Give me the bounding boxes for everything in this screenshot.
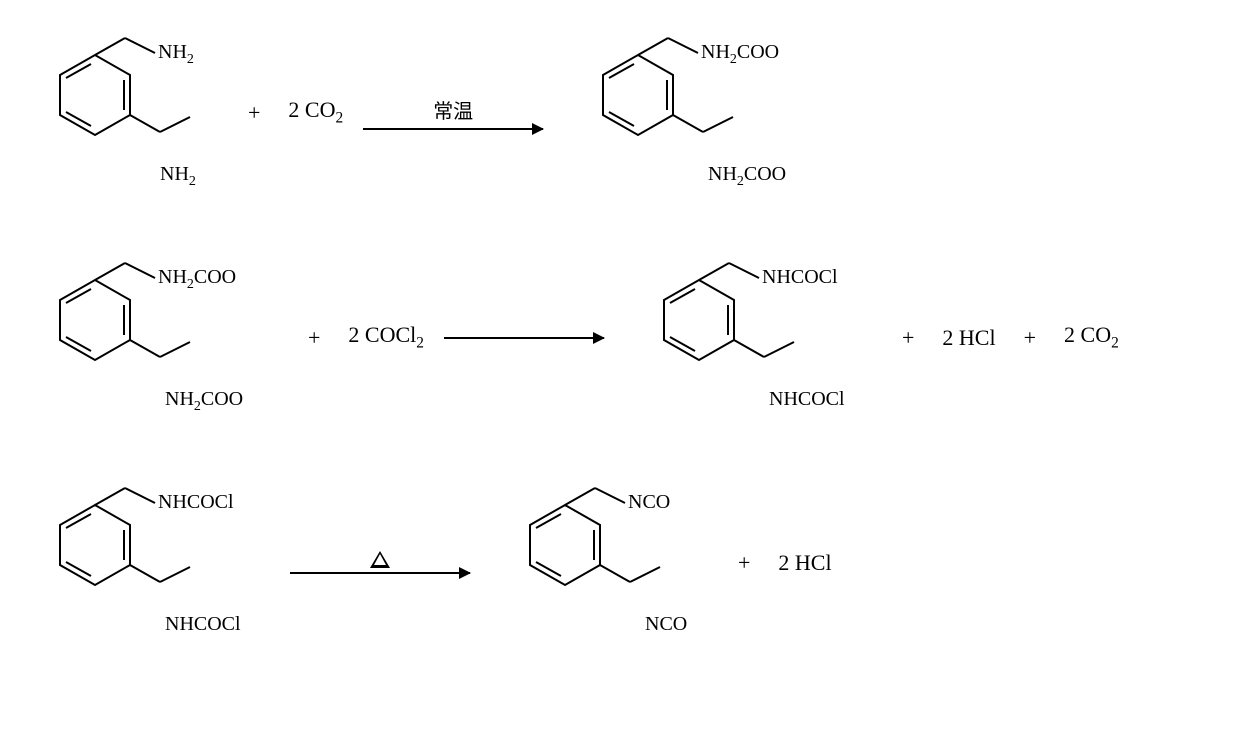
arrow-label-room-temp: 常温 [433, 95, 473, 124]
reaction-1: NH2 NH2 + 2 CO2 常温 NH2COO NH2COO [20, 20, 1220, 205]
product-2-carbamoylchloride: NHCOCl NHCOCl [624, 245, 874, 430]
label-nco-bottom: NCO [645, 613, 687, 635]
label-nco-top: NCO [628, 491, 670, 513]
arrow-icon [444, 337, 604, 339]
plus-sign: + [240, 100, 268, 126]
reaction-3: NHCOCl NHCOCl NCO NCO + 2 HCl [20, 470, 1220, 655]
reactant-3-carbamoylchloride: NHCOCl NHCOCl [20, 470, 270, 655]
reagent-co2: 2 CO2 [288, 97, 343, 127]
reaction-arrow-1: 常温 [363, 95, 543, 130]
label-nhcocl-bottom: NHCOCl [165, 613, 241, 635]
label-nh2-top: NH2 [158, 41, 194, 67]
label-nhcocl-top: NHCOCl [762, 266, 838, 288]
reactant-1-diamine: NH2 NH2 [20, 20, 220, 205]
reagent-phosgene: 2 COCl2 [348, 322, 424, 352]
reaction-2: NH2COO NH2COO + 2 COCl2 NHCOCl NHCOCl + [20, 245, 1220, 430]
plus-sign: + [894, 325, 922, 351]
reaction-arrow-2 [444, 337, 604, 339]
reaction-arrow-3 [290, 551, 470, 574]
arrow-icon [363, 128, 543, 130]
reactant-2-carbamate: NH2COO NH2COO [20, 245, 280, 430]
heat-triangle-icon [370, 551, 390, 568]
label-nhcocl-bottom: NHCOCl [769, 388, 845, 410]
label-nh2coo-top: NH2COO [158, 266, 236, 292]
plus-sign: + [1016, 325, 1044, 351]
label-nh2coo-bottom: NH2COO [708, 163, 786, 189]
arrow-icon [290, 572, 470, 574]
byproduct-hcl: 2 HCl [942, 325, 995, 351]
label-nh2-bottom: NH2 [160, 163, 196, 189]
label-nh2coo-bottom: NH2COO [165, 388, 243, 414]
byproduct-hcl-r3: 2 HCl [778, 550, 831, 576]
product-3-isocyanate: NCO NCO [490, 470, 710, 655]
product-1-carbamate: NH2COO NH2COO [563, 20, 823, 205]
plus-sign: + [730, 550, 758, 576]
label-nhcocl-top: NHCOCl [158, 491, 234, 513]
plus-sign: + [300, 325, 328, 351]
byproduct-co2: 2 CO2 [1064, 322, 1119, 352]
label-nh2coo-top: NH2COO [701, 41, 779, 67]
